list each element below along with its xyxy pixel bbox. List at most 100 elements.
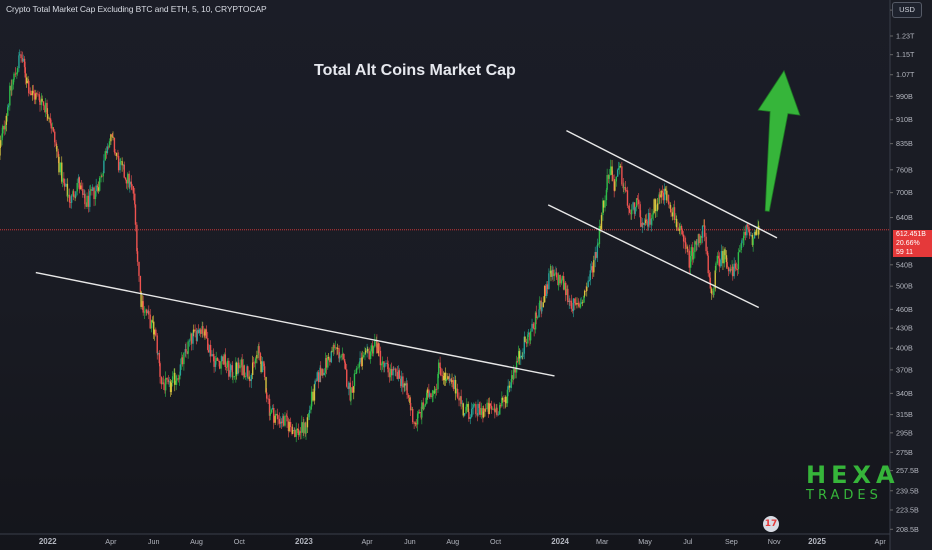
candle-body <box>127 173 129 184</box>
candle-body <box>501 397 503 407</box>
candle-body <box>731 266 733 271</box>
candle-body <box>555 272 557 274</box>
candle-body <box>701 236 703 238</box>
y-tick-label: 400B <box>896 344 913 353</box>
candle <box>334 340 337 351</box>
candle-body <box>332 344 335 352</box>
candle-body <box>317 372 320 383</box>
candle-body <box>510 375 513 383</box>
candle <box>192 329 194 351</box>
candle-body <box>284 415 286 426</box>
candle <box>119 158 121 174</box>
candle <box>708 270 711 283</box>
candle <box>439 356 441 375</box>
candle <box>198 328 201 336</box>
candle <box>330 350 332 364</box>
candle-body <box>128 173 130 188</box>
candle-body <box>52 127 55 132</box>
candle <box>51 122 54 131</box>
candle <box>327 352 330 361</box>
candle-body <box>72 191 75 197</box>
candle <box>725 250 728 269</box>
candle <box>478 401 481 415</box>
candle-body <box>456 388 458 394</box>
candle <box>543 285 546 303</box>
candle <box>557 273 559 286</box>
candle <box>432 389 434 402</box>
candle-body <box>588 280 591 281</box>
candle-body <box>670 208 672 213</box>
candle <box>488 397 490 415</box>
candle <box>21 51 24 64</box>
candle <box>343 353 346 369</box>
candle <box>405 377 408 391</box>
currency-selector[interactable]: USD <box>892 2 922 18</box>
candle-body <box>171 376 174 383</box>
candle <box>423 404 425 411</box>
candle-body <box>524 336 526 343</box>
candle-body <box>229 370 231 377</box>
candle-body <box>7 107 9 116</box>
y-tick-label: 223.5B <box>896 505 919 514</box>
candle <box>22 54 24 62</box>
candle-body <box>488 403 490 415</box>
candle-body <box>741 240 743 244</box>
candle-body <box>155 329 157 336</box>
candle-body <box>518 351 521 359</box>
candle-body <box>441 375 443 377</box>
candle <box>493 402 495 411</box>
candle-body <box>501 397 504 401</box>
candle-body <box>743 231 745 239</box>
candle-body <box>110 134 112 142</box>
candle <box>168 377 170 387</box>
candle <box>392 366 394 381</box>
candle <box>440 367 442 377</box>
candle <box>379 346 382 371</box>
candle <box>175 375 177 391</box>
candle <box>680 224 683 235</box>
candle <box>675 213 677 227</box>
candle <box>0 144 1 160</box>
candle <box>299 427 302 440</box>
candle-body <box>22 58 24 62</box>
candle-body <box>181 357 183 365</box>
candle <box>235 361 238 380</box>
candle-body <box>308 413 310 418</box>
candle-body <box>211 354 213 357</box>
candle <box>430 392 432 399</box>
candle <box>201 321 203 338</box>
candle <box>654 198 657 218</box>
candle <box>450 377 453 384</box>
candle <box>718 252 721 273</box>
candle <box>628 203 631 214</box>
candle <box>268 394 271 421</box>
candle-body <box>347 386 349 389</box>
candle <box>228 357 230 380</box>
candle <box>551 265 554 280</box>
candle <box>555 268 558 280</box>
candle <box>296 428 299 434</box>
candle-body <box>242 365 245 376</box>
candle-body <box>538 309 540 318</box>
candle <box>544 284 547 297</box>
candle-body <box>400 376 403 387</box>
candle <box>167 375 170 385</box>
candle-body <box>72 191 74 196</box>
candle-body <box>758 225 760 235</box>
candle <box>458 392 460 407</box>
candle <box>231 361 234 380</box>
candle-body <box>757 225 759 229</box>
candle-body <box>568 300 570 303</box>
candle-body <box>679 225 681 229</box>
tradingview-logo-icon[interactable]: 17 <box>763 516 779 532</box>
candle <box>506 386 509 407</box>
candle <box>203 331 205 338</box>
candle-body <box>632 202 634 210</box>
x-tick-label: Sep <box>725 537 738 546</box>
candle <box>750 231 752 237</box>
candle <box>320 361 322 383</box>
candle-body <box>725 255 728 263</box>
candle-body <box>248 376 250 380</box>
candle-body <box>466 403 468 407</box>
